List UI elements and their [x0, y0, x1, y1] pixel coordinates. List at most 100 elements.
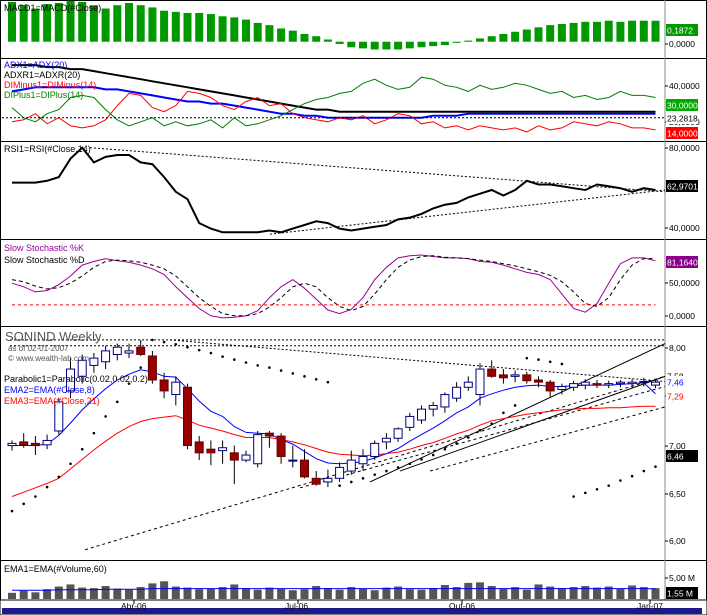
macd-bar — [89, 5, 98, 42]
price-tick-label: 7,00 — [669, 441, 686, 451]
candle-body — [604, 383, 614, 386]
macd-bar — [171, 11, 180, 42]
candle-body — [7, 442, 17, 447]
macd-bar — [429, 41, 438, 47]
candle-body — [300, 459, 309, 478]
macd-bar — [651, 20, 660, 42]
volume-bar — [476, 582, 484, 599]
parabolic-dot — [396, 466, 400, 469]
macd-bar — [230, 17, 239, 42]
parabolic-dot — [291, 372, 295, 375]
trendline — [169, 339, 666, 382]
macd-bar — [639, 20, 648, 42]
volume-bar — [534, 584, 543, 599]
macd-bar — [206, 14, 215, 42]
parabolic-dot — [186, 345, 189, 349]
parabolic-dot — [373, 473, 377, 476]
candle-body — [323, 477, 333, 483]
volume-bar — [569, 587, 578, 599]
parabolic-dot — [10, 509, 14, 513]
parabolic-dot — [513, 404, 517, 407]
price-last-value: 6,46 — [667, 452, 684, 462]
macd-bar — [265, 25, 274, 42]
parabolic-dot — [572, 495, 575, 498]
volume-bar — [359, 588, 367, 599]
adx-last-value: 30,0000 — [667, 101, 698, 111]
candle-body — [651, 381, 660, 386]
volume-bar — [183, 587, 192, 599]
volume-bar — [639, 587, 648, 599]
volume-bar — [557, 588, 566, 599]
volume-bar — [405, 589, 414, 599]
parabolic-dot — [256, 364, 260, 367]
parabolic-dot — [221, 355, 224, 358]
macd-bar — [511, 31, 520, 42]
scroll-bar[interactable] — [2, 608, 702, 614]
macd-bar — [242, 19, 250, 42]
adx-series-line — [11, 86, 656, 119]
candle-body — [77, 359, 87, 377]
volume-bar — [370, 590, 379, 599]
parabolic-dot — [548, 360, 552, 364]
volume-bar — [242, 588, 250, 599]
volume-bar — [101, 586, 110, 599]
parabolic-dot — [244, 361, 248, 364]
volume-bar — [487, 586, 496, 599]
adx-last-value-bg — [666, 99, 698, 111]
candle-body — [89, 357, 99, 366]
price-last-value-bg — [666, 390, 698, 402]
volume-bar — [288, 590, 297, 599]
macd-bar — [19, 5, 28, 42]
candle-body — [206, 448, 216, 454]
parabolic-dot — [431, 453, 435, 457]
candle-body — [112, 346, 122, 355]
rsi-trendline — [89, 147, 666, 193]
candle-body — [370, 442, 380, 457]
rsi-last-value: 62,9701 — [667, 182, 698, 192]
stoch-line — [11, 255, 656, 317]
macd-bar — [452, 41, 461, 43]
macd-bar — [335, 41, 344, 44]
adx-legend: DIMinus1=DIMinus(14) — [4, 80, 96, 90]
macd-bar — [323, 39, 332, 42]
rsi-line — [12, 146, 656, 234]
macd-bar — [569, 22, 578, 42]
candle-body — [42, 439, 52, 446]
parabolic-dot — [268, 366, 271, 369]
volume-bar — [394, 586, 403, 599]
macd-bar — [604, 20, 613, 42]
candle-body — [510, 374, 520, 377]
candle-body — [639, 380, 649, 383]
volume-bar — [300, 589, 309, 599]
macd-bar — [300, 33, 309, 42]
candle-body — [346, 459, 356, 472]
candle-body — [218, 447, 228, 452]
parabolic-dot — [502, 411, 505, 415]
volume-bar — [218, 587, 227, 599]
macd-bar — [382, 41, 391, 50]
volume-bar — [8, 592, 16, 599]
volume-bar — [593, 587, 601, 599]
volume-bar — [429, 588, 438, 599]
parabolic-dot — [104, 415, 107, 418]
parabolic-dot — [408, 462, 412, 466]
volume-bar — [136, 587, 145, 599]
trendline — [399, 375, 666, 472]
volume-bar — [651, 588, 660, 599]
x-tick-label: Abr-06 — [121, 601, 147, 611]
adx-last-value: 14,0000 — [667, 129, 698, 139]
macd-bar — [593, 21, 601, 42]
macd-bar — [78, 1, 87, 42]
volume-bar — [616, 588, 625, 599]
macd-bar — [557, 24, 566, 42]
volume-bar — [19, 590, 28, 599]
macd-bar — [616, 21, 625, 42]
volume-legend: EMA1=EMA(#Volume,60) — [4, 564, 107, 574]
volume-bar — [511, 587, 520, 599]
volume-bar — [125, 589, 133, 599]
candle-body — [463, 381, 473, 388]
macd-bar — [359, 41, 367, 49]
candle-body — [393, 428, 403, 439]
volume-bar — [148, 583, 157, 599]
